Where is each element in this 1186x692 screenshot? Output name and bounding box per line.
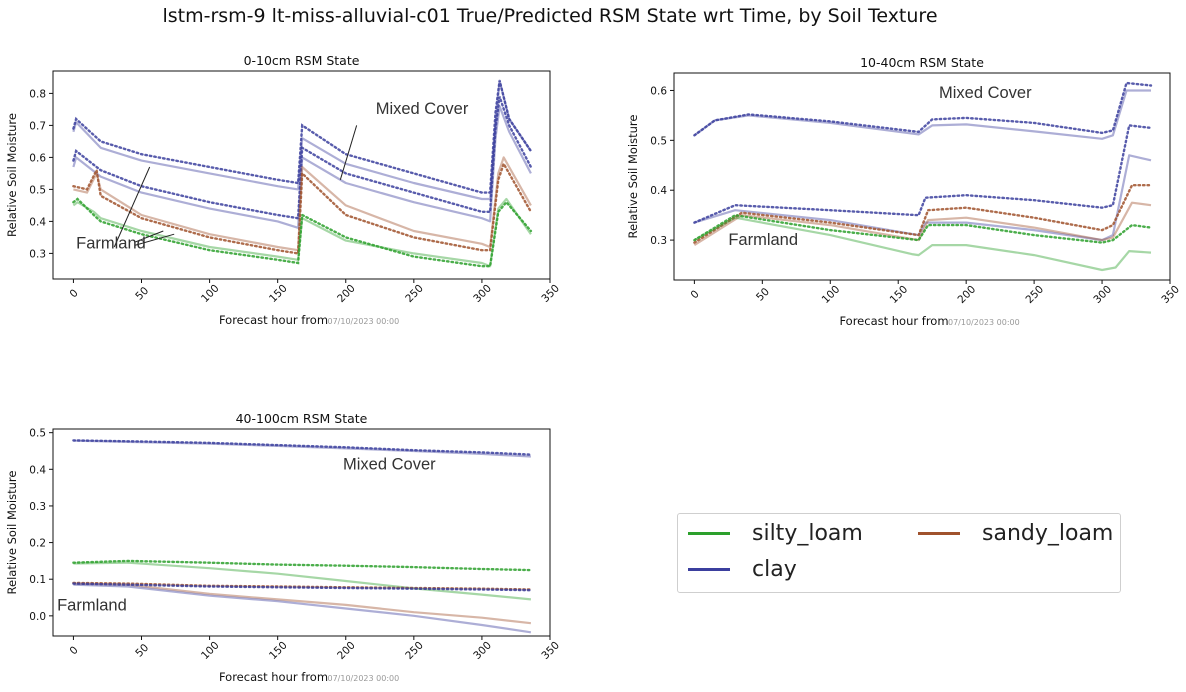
y-tick-label: 0.3: [29, 248, 46, 260]
x-tick-label: 50: [754, 286, 772, 304]
x-tick-label: 350: [1159, 283, 1182, 306]
legend-item-clay: clay: [688, 557, 797, 582]
x-axis-label: Forecast hour from: [219, 670, 328, 684]
chart-0-10cm: 0-10cm RSM State 0.3 0.4 0.5 0.6 0.7 0.8 0 50 100…: [5, 53, 562, 327]
x-axis-label: Forecast hour from: [839, 314, 948, 328]
y-tick-label: 0.0: [29, 611, 46, 623]
x-tick-label: 0: [68, 287, 81, 300]
y-tick-label: 0.4: [29, 464, 46, 476]
series-clay-predicted-line: [72, 80, 533, 194]
y-tick-label: 0.7: [29, 120, 46, 132]
chart-10-40cm: 10-40cm RSM State 0.3 0.4 0.5 0.6 0 50 100 150 20…: [626, 55, 1182, 328]
series-clay-predicted-line: [693, 124, 1153, 224]
series-clay-true-line: [73, 583, 532, 634]
chart-40-100cm: 40-100cm RSM State 0.0 0.1 0.2 0.3 0.4 0.5 0 50 1…: [5, 411, 562, 684]
chart-title: 40-100cm RSM State: [236, 411, 368, 426]
plot-frame: [673, 72, 1171, 281]
y-tick-label: 0.4: [29, 216, 46, 228]
annotation-mixed-cover: Mixed Cover: [939, 84, 1032, 102]
x-axis-date: 07/10/2023 00:00: [328, 317, 400, 326]
series-clay-predicted-line: [72, 582, 533, 592]
series-silty-loam-predicted-line: [72, 559, 533, 572]
series-sandy-loam-predicted-line: [693, 184, 1153, 244]
x-tick-label: 250: [1023, 283, 1046, 306]
y-tick-label: 0.3: [29, 501, 46, 513]
x-tick-label: 50: [133, 285, 151, 303]
x-tick-label: 50: [133, 642, 151, 660]
x-tick-label: 200: [335, 282, 358, 305]
y-tick-label: 0.2: [29, 538, 46, 550]
x-tick-label: 150: [888, 283, 911, 306]
x-tick-label: 0: [68, 644, 81, 657]
figure-title: lstm-rsm-9 lt-miss-alluvial-c01 True/Pre…: [162, 5, 938, 27]
legend-item-sandy-loam: sandy_loam: [918, 521, 1113, 546]
x-tick-label: 300: [471, 282, 494, 305]
series-silty-loam-true-line: [693, 216, 1152, 272]
y-tick-label: 0.5: [650, 135, 667, 147]
annotation-arrow: [134, 230, 164, 243]
x-tick-label: 300: [471, 639, 494, 662]
series-sandy-loam-predicted-line: [72, 160, 533, 255]
x-tick-label: 350: [539, 282, 562, 305]
series-sandy-loam-true-line: [693, 201, 1152, 247]
annotation-arrow: [339, 125, 358, 180]
annotation-mixed-cover: Mixed Cover: [343, 455, 436, 473]
series-silty-loam-predicted-line: [72, 197, 533, 268]
x-axis-date: 07/10/2023 00:00: [328, 674, 400, 683]
y-tick-label: 0.5: [29, 184, 46, 196]
x-tick-label: 0: [688, 288, 701, 301]
x-tick-label: 200: [335, 639, 358, 662]
y-tick-label: 0.5: [29, 428, 46, 440]
x-tick-label: 100: [199, 639, 222, 662]
y-tick-label: 0.8: [29, 88, 46, 100]
x-tick-label: 150: [267, 282, 290, 305]
y-axis-label: Relative Soil Moisture: [5, 113, 19, 237]
x-tick-label: 200: [956, 283, 979, 306]
x-axis-date: 07/10/2023 00:00: [948, 318, 1020, 327]
legend-swatch-clay: [688, 568, 730, 571]
plot-frame: [52, 70, 551, 280]
x-tick-label: 300: [1091, 283, 1114, 306]
series-clay-predicted-line: [72, 439, 533, 456]
y-tick-label: 0.1: [29, 574, 46, 586]
x-axis-label: Forecast hour from: [219, 313, 328, 327]
annotation-mixed-cover: Mixed Cover: [376, 100, 469, 118]
chart-title: 10-40cm RSM State: [860, 55, 984, 70]
annotation-arrow: [113, 166, 151, 248]
legend-label-sandy-loam: sandy_loam: [982, 521, 1114, 546]
legend-swatch-silty-loam: [688, 532, 730, 535]
series-silty-loam-predicted-line: [693, 213, 1153, 244]
x-tick-label: 100: [199, 282, 222, 305]
series-clay-true-line: [72, 105, 532, 229]
y-axis-label: Relative Soil Moisture: [5, 471, 19, 595]
chart-title: 0-10cm RSM State: [244, 53, 360, 68]
annotation-farmland: Farmland: [57, 596, 127, 614]
y-tick-label: 0.4: [650, 185, 667, 197]
x-tick-label: 350: [539, 639, 562, 662]
x-tick-label: 100: [820, 283, 843, 306]
y-tick-label: 0.3: [650, 235, 667, 247]
series-silty-loam-true-line: [72, 197, 532, 268]
plot-frame: [52, 428, 551, 637]
y-tick-label: 0.6: [650, 85, 667, 97]
series-silty-loam-true-line: [73, 561, 532, 601]
annotation-farmland: Farmland: [728, 231, 798, 249]
annotation-farmland: Farmland: [76, 235, 146, 253]
series-clay-true-line: [73, 439, 531, 458]
y-tick-label: 0.6: [29, 152, 46, 164]
legend-label-clay: clay: [752, 557, 797, 582]
series-clay-predicted-line: [72, 96, 533, 220]
legend-item-silty-loam: silty_loam: [688, 521, 863, 546]
x-tick-label: 150: [267, 639, 290, 662]
series-sandy-loam-true-line: [73, 582, 532, 625]
series-clay-true-line: [694, 154, 1152, 242]
y-axis-label: Relative Soil Moisture: [626, 115, 640, 239]
x-tick-label: 250: [403, 282, 426, 305]
annotation-arrow: [134, 233, 175, 246]
legend-swatch-sandy-loam: [918, 532, 960, 535]
series-clay-predicted-line: [693, 81, 1153, 137]
legend: silty_loam sandy_loam clay: [677, 513, 1121, 593]
legend-label-silty-loam: silty_loam: [752, 521, 863, 546]
x-tick-label: 250: [403, 639, 426, 662]
